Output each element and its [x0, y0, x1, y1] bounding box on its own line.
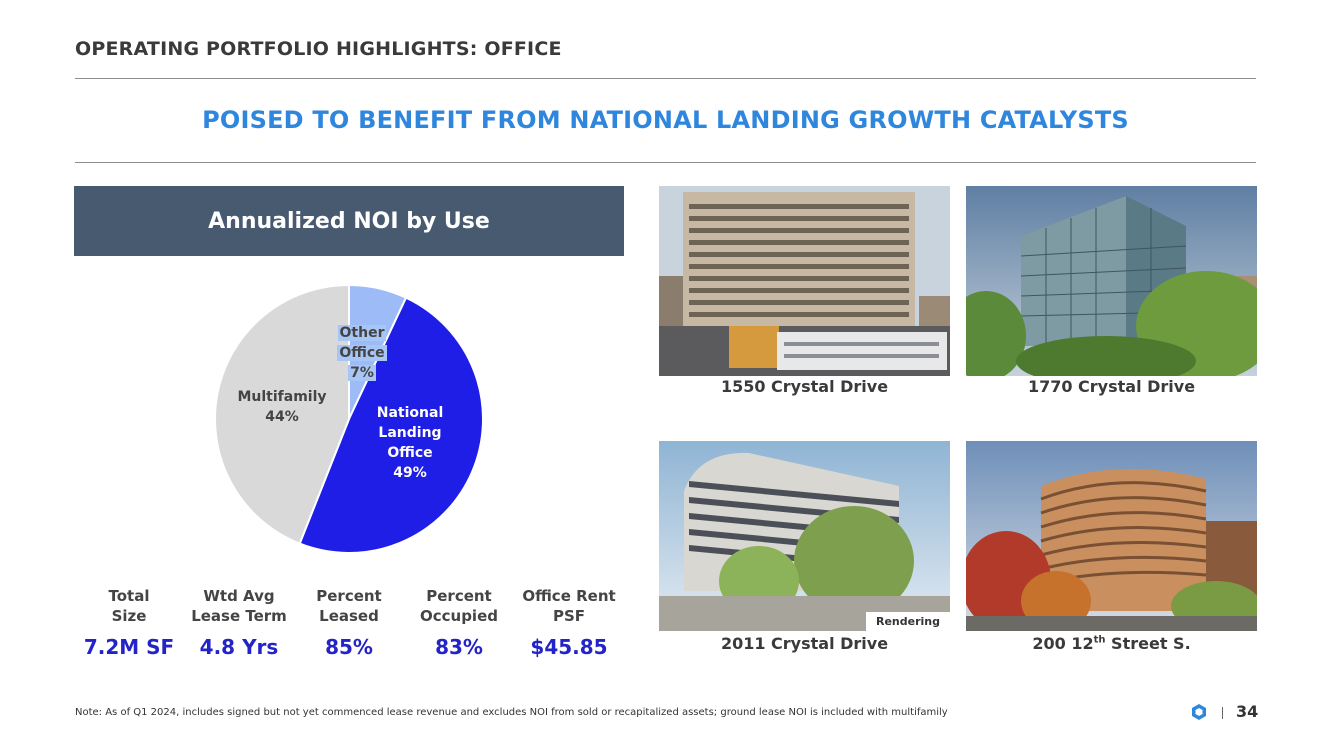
- stat-label-line: Percent: [316, 587, 382, 605]
- photo-1770-crystal-drive: [966, 186, 1257, 376]
- pie-slice-national-landing-office: [298, 296, 484, 554]
- stat-leased-value: 85%: [325, 635, 373, 659]
- building-2011-image: [659, 441, 950, 631]
- stat-total-size-value: 7.2M SF: [83, 635, 175, 659]
- stat-rent-psf-value: $45.85: [530, 635, 608, 659]
- label-other-office: Other Office 7%: [330, 323, 394, 383]
- label-other-pct: 7%: [348, 365, 376, 381]
- label-national-line1: National: [376, 405, 444, 421]
- stat-label-line: Size: [111, 607, 147, 625]
- building-200-12th-image: [966, 441, 1257, 631]
- caption-200-12th-street: 200 12th Street S.: [966, 634, 1257, 653]
- caption-2011-crystal-drive: 2011 Crystal Drive: [720, 634, 889, 653]
- stat-label-line: Wtd Avg: [203, 587, 275, 605]
- stat-occupied-value: 83%: [435, 635, 483, 659]
- caption-200-prefix: 200 12: [1032, 634, 1094, 653]
- stat-label-line: Lease Term: [191, 607, 287, 625]
- label-multifamily: Multifamily 44%: [228, 387, 336, 427]
- caption-200-sup: th: [1093, 634, 1106, 646]
- photo-2011-crystal-drive: Rendering: [659, 441, 950, 631]
- label-national-landing-office: National Landing Office 49%: [365, 403, 455, 483]
- hexagon-logo-icon: [1192, 704, 1206, 720]
- building-1550-image: [659, 186, 950, 376]
- stat-label-line: Total: [108, 587, 150, 605]
- chart-panel-header: Annualized NOI by Use: [74, 186, 624, 256]
- label-other-line2: Office: [337, 345, 387, 361]
- label-other-line1: Other: [337, 325, 387, 341]
- caption-1770-crystal-drive: 1770 Crystal Drive: [1027, 377, 1196, 396]
- page-separator: [1222, 707, 1223, 719]
- caption-1550-crystal-drive: 1550 Crystal Drive: [720, 377, 889, 396]
- stat-label-line: Leased: [319, 607, 379, 625]
- stat-occupied-label: Percent Occupied: [399, 586, 519, 626]
- stat-label-line: Occupied: [419, 607, 498, 625]
- stat-label-line: Office Rent: [522, 587, 616, 605]
- label-multifamily-pct: 44%: [265, 409, 299, 425]
- stat-label-line: PSF: [552, 607, 586, 625]
- footnote: Note: As of Q1 2024, includes signed but…: [75, 707, 948, 718]
- photo-1550-crystal-drive: [659, 186, 950, 376]
- slide-subtitle: POISED TO BENEFIT FROM NATIONAL LANDING …: [202, 106, 1129, 134]
- label-multifamily-line1: Multifamily: [237, 389, 327, 405]
- pie-slice-multifamily: [214, 283, 350, 545]
- stat-leased-label: Percent Leased: [289, 586, 409, 626]
- caption-200-suffix: Street S.: [1105, 634, 1191, 653]
- label-national-line2: Landing: [378, 425, 442, 441]
- header-divider: [75, 78, 1256, 79]
- building-1770-image: [966, 186, 1257, 376]
- stat-label-line: Percent: [426, 587, 492, 605]
- stat-lease-term-value: 4.8 Yrs: [199, 635, 279, 659]
- stat-rent-psf-label: Office Rent PSF: [509, 586, 629, 626]
- subtitle-divider: [75, 162, 1256, 163]
- noi-pie-chart: Other Office 7% National Landing Office …: [212, 282, 486, 556]
- label-national-line3: Office: [387, 445, 433, 461]
- page-title: OPERATING PORTFOLIO HIGHLIGHTS: OFFICE: [75, 38, 562, 60]
- pie-svg: [214, 283, 484, 554]
- company-logo-icon: [1190, 703, 1208, 725]
- stat-lease-term-label: Wtd Avg Lease Term: [179, 586, 299, 626]
- rendering-tag: Rendering: [866, 612, 950, 631]
- page-number: 34: [1236, 702, 1259, 721]
- label-national-pct: 49%: [393, 465, 427, 481]
- stat-total-size-label: Total Size: [69, 586, 189, 626]
- photo-200-12th-street: [966, 441, 1257, 631]
